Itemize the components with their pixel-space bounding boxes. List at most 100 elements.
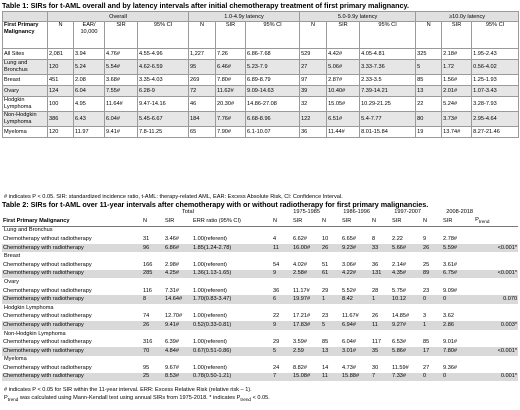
- table-cell: 3.46#: [165, 235, 179, 242]
- table-cell: 2.14#: [392, 261, 407, 268]
- table-cell: 1.70(0.83-3.47): [192, 295, 272, 304]
- ptrend-cell: 0.001*: [474, 372, 519, 382]
- row-label: Chemotherapy without radiotherapy: [3, 313, 92, 320]
- table-cell: 29: [322, 287, 329, 294]
- table-cell: 72: [188, 85, 217, 97]
- group-header-1975: 1975-1985: [293, 209, 321, 215]
- table-cell: 529: [299, 48, 328, 60]
- row-label: Chemotherapy with radiotherapy: [2, 321, 142, 330]
- table-cell: 2.59: [292, 346, 322, 356]
- table-cell: 0.56-4.02: [471, 59, 520, 75]
- table-cell: 6.04#: [342, 339, 357, 346]
- table2: Total 1975-1985 1986-1996 1997-2007 2008…: [2, 207, 519, 382]
- table-cell: 386: [47, 111, 74, 127]
- table-cell: 36: [299, 126, 328, 138]
- table-cell: 6.51#: [326, 111, 361, 127]
- row-label: Breast: [2, 74, 48, 86]
- table-cell: 95: [143, 364, 150, 371]
- table-cell: 5.24#: [441, 96, 473, 112]
- table-cell: 9.67#: [165, 364, 179, 371]
- table-cell: 2.78#: [443, 235, 458, 242]
- table-cell: 30: [372, 364, 379, 371]
- table2-group-header-row: Total 1975-1985 1986-1996 1997-2007 2008…: [2, 207, 518, 217]
- table-cell: 4.76#: [104, 48, 138, 60]
- table-cell: 23: [322, 313, 329, 320]
- ptrend-sub: trend: [478, 219, 490, 225]
- ptrend-header: Ptrend: [474, 217, 519, 227]
- table-row: Chemotherapy with radiotherapy 70 4.84# 0.6…: [2, 346, 519, 356]
- ptrend-sub: trend: [240, 397, 252, 403]
- table-cell: 22: [415, 96, 443, 112]
- table-cell: 1.72: [441, 59, 473, 75]
- col-header: N: [188, 21, 217, 49]
- table-cell: 5.54#: [104, 59, 138, 75]
- table-cell: 13: [321, 346, 342, 356]
- table-cell: 5.86#: [391, 346, 423, 356]
- table-cell: 122: [299, 111, 328, 127]
- table-cell: 11.44#: [326, 126, 361, 138]
- ptrend-cell: [474, 364, 518, 373]
- table-cell: 36: [273, 287, 280, 294]
- table1-title: Table 1: SIRs for t-AML overall and by l…: [2, 1, 410, 10]
- table-cell: 6.75#: [442, 269, 475, 279]
- table-row: Chemotherapy with radiotherapy 285 4.25# 1.…: [2, 269, 519, 279]
- table-cell: 2.86: [442, 321, 475, 330]
- table-cell: 2.33-3.5: [359, 74, 417, 86]
- table-cell: 7.76#: [215, 111, 247, 127]
- col-header: EAR/ 10,000: [73, 21, 105, 49]
- table-cell: 15.08#: [292, 372, 322, 382]
- table-cell: 3.28-7.93: [471, 96, 520, 112]
- table-cell: 0: [422, 295, 443, 304]
- col-header: SIR: [292, 217, 322, 227]
- table-cell: 2.87#: [326, 74, 361, 86]
- table-cell: 2.18#: [441, 48, 473, 60]
- table-cell: 23: [423, 287, 430, 294]
- group-row: Breast: [2, 252, 518, 261]
- group-row: Non-Hodgkin Lymphoma: [2, 330, 518, 339]
- table-cell: 6.39#: [165, 339, 179, 346]
- table-cell: 1.25-1.93: [471, 74, 520, 86]
- table-cell: 7: [272, 372, 292, 382]
- table-cell: 3.01#: [341, 346, 372, 356]
- table-cell: 3.68#: [104, 74, 138, 86]
- table-cell: 25: [423, 261, 430, 268]
- table-cell: 11: [321, 372, 342, 382]
- table-cell: 7.90#: [215, 126, 247, 138]
- table-cell: 11.17#: [293, 287, 310, 294]
- group-row: Hodgkin Lymphoma: [2, 304, 518, 313]
- table-cell: 46: [188, 96, 217, 112]
- table-cell: 5.52#: [342, 287, 357, 294]
- table-cell: 11: [371, 321, 392, 330]
- group-label: Myeloma: [4, 356, 27, 363]
- table-row: Chemotherapy without radiotherapy 95 9.67#…: [2, 364, 518, 373]
- group-header-latency-10: ≥10.0y latency: [415, 11, 520, 22]
- col-header: SIR: [441, 21, 473, 49]
- table2-corner: [2, 207, 142, 217]
- col-header: 95% CI: [245, 21, 301, 49]
- row-label: Lung and Bronchus: [2, 59, 48, 75]
- row-label: All Sites: [2, 48, 48, 60]
- table-cell: 31: [143, 235, 150, 242]
- table-cell: 3.06#: [342, 261, 357, 268]
- table-cell: 6.65#: [342, 235, 357, 242]
- table-cell: 9.23#: [341, 243, 372, 253]
- table-cell: 6: [272, 295, 292, 304]
- table-cell: 7.31#: [165, 287, 179, 294]
- table-cell: 4.25#: [164, 269, 192, 279]
- table-cell: 26: [372, 313, 379, 320]
- group-header-1997: 1997-2007: [394, 209, 422, 215]
- ptrend-cell: [474, 287, 518, 296]
- table-cell: 10.12: [391, 295, 423, 304]
- table1-group-header-row: Overall 1.0-4.9y latency 5.0-9.9y latenc…: [2, 11, 520, 22]
- group-header-2008: 2008-2018: [446, 209, 474, 215]
- table-cell: 80: [415, 111, 443, 127]
- table-cell: 27: [423, 364, 430, 371]
- table-row: Breast 451 2.08 3.68# 3.35-4.03 269 7.80# 6.89-…: [2, 74, 520, 86]
- table-cell: 6.94#: [341, 321, 372, 330]
- ptrend-cell: <0.001*: [474, 346, 519, 356]
- table-cell: 51: [322, 261, 329, 268]
- table-cell: 9.09-14.63: [245, 85, 301, 97]
- table-cell: 10.29-21.25: [359, 96, 417, 112]
- group-label: Lung and Bronchus: [4, 227, 53, 234]
- table-row: Lung and Bronchus 120 5.24 5.54# 4.62-6.59 95…: [2, 59, 520, 75]
